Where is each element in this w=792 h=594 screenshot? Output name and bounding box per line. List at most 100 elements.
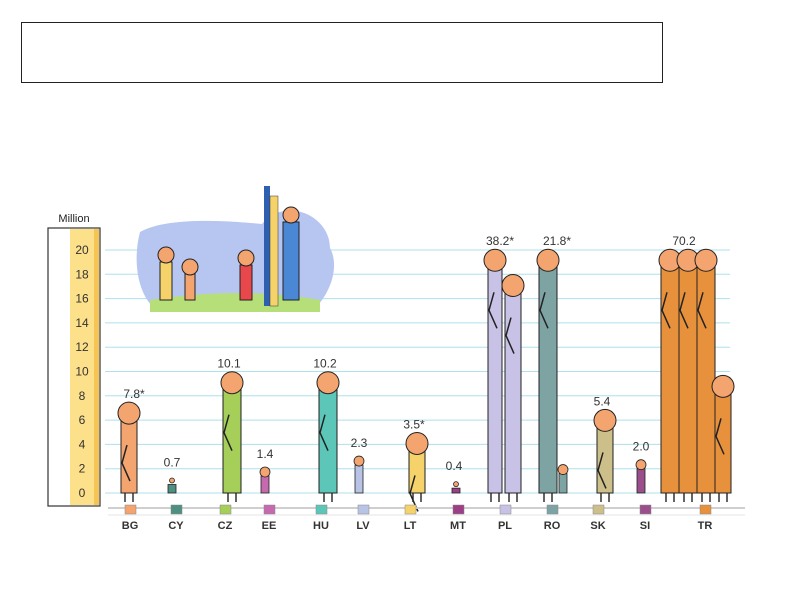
person-head [501, 274, 525, 298]
category-label: EE [262, 520, 277, 532]
person-body [660, 266, 680, 494]
ruler-strip [70, 229, 94, 505]
y-tick-label: 20 [75, 243, 89, 257]
y-axis: Million 0 2 4 6 8 10 12 14 16 18 20 [47, 213, 101, 507]
person-body [558, 473, 568, 494]
bar-sk: 5.4 [593, 394, 617, 502]
category-swatch [699, 504, 712, 515]
category-label: HU [313, 520, 329, 532]
person-body [596, 426, 614, 494]
measuring-pole [264, 186, 270, 306]
category-swatch [499, 504, 512, 515]
category-swatch [170, 504, 183, 515]
person-body [538, 266, 558, 494]
value-label: 7.8* [123, 387, 145, 401]
person-head [259, 466, 271, 478]
person-arm [505, 317, 515, 354]
illustration-person [239, 264, 253, 301]
value-label: 10.1 [217, 357, 241, 371]
category-label: BG [122, 520, 139, 532]
category-label: TR [698, 520, 713, 532]
person-head [635, 459, 647, 471]
category-label: CY [168, 520, 184, 532]
y-tick-label: 8 [79, 389, 86, 403]
person-head [536, 248, 560, 272]
value-label: 1.4 [257, 447, 274, 461]
person-head [169, 477, 175, 484]
category-label: SI [640, 520, 650, 532]
person-body [260, 475, 270, 494]
person-body [714, 392, 732, 494]
value-label: 5.4 [594, 394, 611, 408]
category-swatch [357, 504, 370, 515]
bars: 7.8* 0.7 10.1 1.4 10.2 2.3 3.5* 0.4 38.2* 21.8* 5.… [117, 234, 735, 512]
illustration-person [184, 273, 196, 301]
category-swatch [639, 504, 652, 515]
person-body [167, 484, 177, 494]
bar-si: 2.0 [633, 440, 650, 494]
person-head [117, 401, 141, 425]
value-label: 3.5* [403, 417, 425, 431]
illustration-head [181, 258, 199, 276]
category-swatch [592, 504, 605, 515]
category-label: MT [450, 520, 466, 532]
title-box [21, 22, 663, 83]
bar-ro: 21.8* [536, 234, 571, 502]
person-body [504, 292, 522, 494]
person-body [696, 266, 716, 494]
y-tick-label: 12 [75, 340, 89, 354]
y-axis-label: Million [58, 213, 89, 225]
y-tick-label: 2 [79, 462, 86, 476]
person-body [354, 464, 364, 494]
y-tick-label: 14 [75, 316, 89, 330]
category-swatch [219, 504, 232, 515]
person-arm [697, 292, 707, 329]
bar-pl: 38.2* [483, 234, 525, 502]
bar-cy: 0.7 [164, 455, 181, 494]
person-body [222, 389, 242, 494]
category-label: SK [590, 520, 605, 532]
bar-lv: 2.3 [351, 436, 368, 494]
person-arm [597, 452, 607, 489]
value-label: 21.8* [543, 234, 571, 248]
person-body [318, 389, 338, 494]
person-head [405, 431, 429, 455]
person-arm [488, 292, 498, 329]
person-arm [121, 444, 131, 482]
category-swatch [315, 504, 328, 515]
y-tick-label: 0 [79, 486, 86, 500]
category-label: LV [356, 520, 370, 532]
bar-lt: 3.5* [403, 417, 429, 512]
category-label: PL [498, 520, 512, 532]
category-swatch [124, 504, 137, 515]
category-swatch [452, 504, 465, 515]
value-label: 0.4 [446, 459, 463, 473]
person-head [557, 464, 569, 475]
value-label: 2.0 [633, 440, 650, 454]
person-head [353, 455, 365, 467]
measuring-illustration [136, 186, 335, 312]
person-arm [539, 292, 549, 329]
category-swatch [546, 504, 559, 515]
y-tick-label: 16 [75, 292, 89, 306]
category-label: LT [404, 520, 417, 532]
person-arm [661, 292, 671, 329]
person-head [593, 408, 617, 432]
bar-tr: 70.2 [658, 234, 735, 502]
illustration-head [157, 246, 175, 264]
value-label: 10.2 [313, 357, 337, 371]
illustration-person [159, 261, 173, 301]
person-head [694, 248, 718, 272]
value-label: 2.3 [351, 436, 368, 450]
person-head [316, 371, 340, 395]
y-tick-label: 18 [75, 267, 89, 281]
category-axis: BG CY CZ EE HU LV LT MT PL RO SK SI TR [108, 504, 745, 532]
grid-lines [105, 249, 730, 494]
person-head [220, 371, 244, 395]
person-head [483, 248, 507, 272]
person-body [451, 487, 461, 494]
value-label: 0.7 [164, 455, 181, 469]
ruler-edge [94, 229, 99, 505]
person-arm [223, 414, 233, 452]
